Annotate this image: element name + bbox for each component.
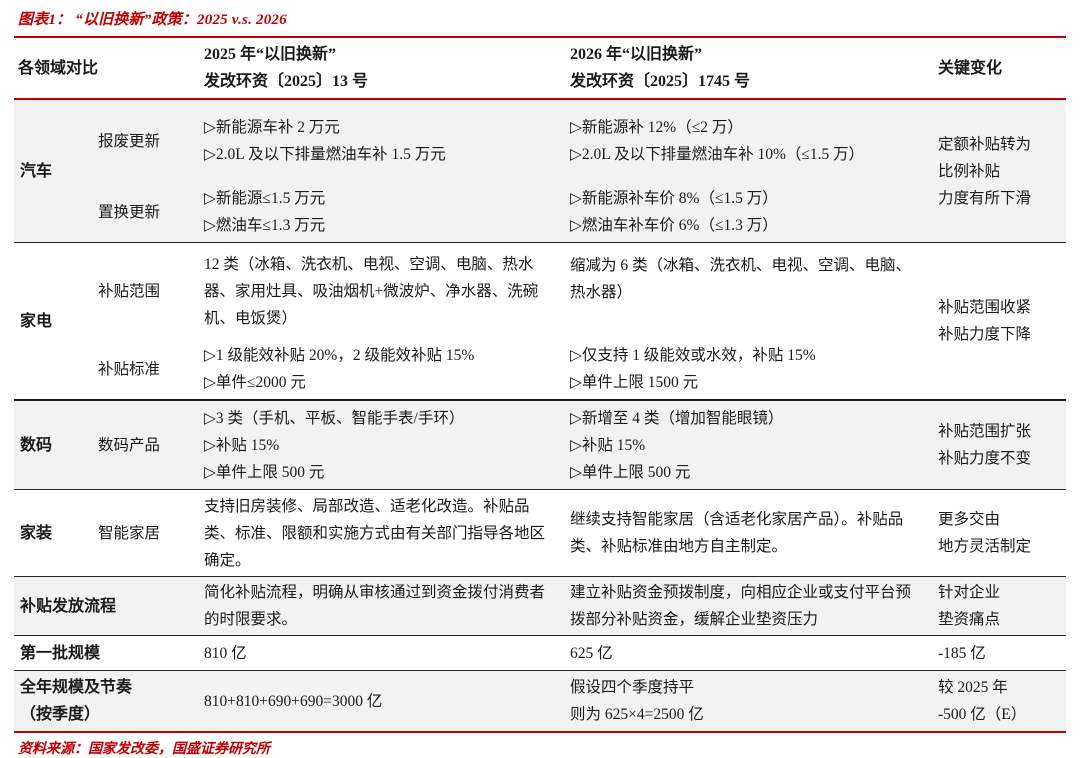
- policy-line: ▷2.0L 及以下排量燃油车补 1.5 万元: [204, 146, 446, 163]
- annual-2025: 810+810+690+690=3000 亿: [200, 670, 567, 733]
- home-2025: 支持旧房装修、局部改造、适老化改造。补贴品类、标准、限额和实施方式由有关部门指导…: [200, 489, 567, 577]
- policy-comparison-table: 各领域对比 2025 年“以旧换新” 发改环资〔2025〕13 号 2026 年…: [14, 36, 1067, 733]
- key-change-line: 垫资痛点: [938, 611, 1001, 628]
- policy-line: ▷2.0L 及以下排量燃油车补 10%（≤1.5 万）: [570, 146, 865, 163]
- policy-line: ▷新能源车补 2 万元: [204, 119, 340, 136]
- label-first-batch: 第一批规模: [14, 635, 201, 671]
- row-appliance-scope: 家电 补贴范围 12 类（冰箱、洗衣机、电视、空调、电脑、热水器、家用灶具、吸油…: [14, 242, 1067, 400]
- row-subsidy-process: 补贴发放流程 简化补贴流程，明确从审核通过到资金拨付消费者的时限要求。 建立补贴…: [14, 576, 1067, 636]
- header-key-changes: 关键变化: [934, 36, 1067, 100]
- row-first-batch: 第一批规模 810 亿 625 亿 -185 亿: [14, 635, 1067, 671]
- home-2026: 继续支持智能家居（含适老化家居产品）。补贴品类、补贴标准由地方自主制定。: [566, 489, 935, 577]
- policy-line: ▷仅支持 1 级能效或水效，补贴 15%: [570, 347, 816, 364]
- policy-line: ▷单件上限 500 元: [204, 463, 325, 481]
- key-change-line: 定额补贴转为: [938, 135, 1032, 153]
- digital-2025: ▷3 类（手机、平板、智能手表/手环） ▷补贴 15% ▷单件上限 500 元: [200, 399, 567, 490]
- policy-line: ▷新能源补车价 8%（≤1.5 万）: [570, 190, 778, 207]
- auto-replace-2026: ▷新能源补车价 8%（≤1.5 万） ▷燃油车补车价 6%（≤1.3 万）: [566, 182, 935, 243]
- policy-line: ▷补贴 15%: [204, 436, 280, 454]
- policy-line: ▷燃油车补车价 6%（≤1.3 万）: [570, 217, 778, 234]
- auto-scrap-2025: ▷新能源车补 2 万元 ▷2.0L 及以下排量燃油车补 1.5 万元: [200, 99, 567, 182]
- header-2026: 2026 年“以旧换新” 发改环资〔2025〕1745 号: [566, 36, 935, 100]
- policy-line: 假设四个季度持平: [570, 679, 695, 696]
- process-2026: 建立补贴资金预拨制度，向相应企业或支付平台预拨部分补贴资金，缓解企业垫资压力: [566, 576, 935, 636]
- policy-line: ▷新能源≤1.5 万元: [204, 190, 326, 207]
- figure-title: 图表1： “以旧换新”政策：2025 v.s. 2026: [18, 12, 287, 28]
- policy-line: ▷燃油车≤1.3 万元: [204, 217, 326, 234]
- auto-scrap-2026: ▷新能源补 12%（≤2 万） ▷2.0L 及以下排量燃油车补 10%（≤1.5…: [566, 99, 935, 182]
- policy-line: ▷新能源补 12%（≤2 万）: [570, 119, 743, 136]
- digital-key-changes: 补贴范围扩张 补贴力度不变: [934, 399, 1067, 490]
- sublabel-replace-renewal: 置换更新: [96, 182, 201, 243]
- process-2025: 简化补贴流程，明确从审核通过到资金拨付消费者的时限要求。: [200, 576, 567, 636]
- key-change-line: 补贴力度不变: [938, 450, 1032, 467]
- label-subsidy-process: 补贴发放流程: [14, 576, 201, 636]
- sublabel-digital-products: 数码产品: [96, 399, 201, 490]
- category-appliance: 家电: [14, 242, 96, 400]
- key-change-line: 地方灵活制定: [938, 538, 1032, 555]
- key-change-line: 更多交由: [938, 511, 1001, 528]
- policy-line: ▷3 类（手机、平板、智能手表/手环）: [204, 409, 465, 427]
- header-2025: 2025 年“以旧换新” 发改环资〔2025〕13 号: [200, 36, 567, 100]
- category-home: 家装: [14, 489, 96, 577]
- appliance-standard-2026: ▷仅支持 1 级能效或水效，补贴 15% ▷单件上限 1500 元: [566, 339, 934, 400]
- key-change-line: -500 亿（E）: [938, 706, 1027, 723]
- policy-line: ▷新增至 4 类（增加智能眼镜）: [570, 409, 784, 427]
- key-change-line: 较 2025 年: [938, 679, 1008, 696]
- policy-line: ▷单件上限 1500 元: [570, 374, 699, 391]
- table-header-row: 各领域对比 2025 年“以旧换新” 发改环资〔2025〕13 号 2026 年…: [14, 36, 1067, 100]
- key-change-line: 补贴范围收紧: [938, 299, 1032, 316]
- header-compare: 各领域对比: [14, 36, 201, 100]
- sublabel-scrap-renewal: 报废更新: [96, 99, 201, 182]
- row-home-improvement: 家装 智能家居 支持旧房装修、局部改造、适老化改造。补贴品类、标准、限额和实施方…: [14, 489, 1067, 577]
- key-change-line: 比例补贴: [938, 162, 1001, 180]
- key-change-line: 补贴力度下降: [938, 326, 1032, 343]
- row-digital: 数码 数码产品 ▷3 类（手机、平板、智能手表/手环） ▷补贴 15% ▷单件上…: [14, 399, 1067, 490]
- appliance-scope-2026: 缩减为 6 类（冰箱、洗衣机、电视、空调、电脑、热水器）: [566, 242, 935, 339]
- home-key-changes: 更多交由 地方灵活制定: [934, 489, 1067, 577]
- row-appliance-standard: 补贴标准 ▷1 级能效补贴 20%，2 级能效补贴 15% ▷单件≤2000 元…: [14, 339, 1066, 400]
- label-line: 全年规模及节奏: [20, 679, 133, 696]
- batch-2025: 810 亿: [200, 635, 567, 671]
- digital-2026: ▷新增至 4 类（增加智能眼镜） ▷补贴 15% ▷单件上限 500 元: [566, 399, 935, 490]
- row-auto-scrap: 汽车 报废更新 ▷新能源车补 2 万元 ▷2.0L 及以下排量燃油车补 1.5 …: [14, 99, 1067, 243]
- annual-2026: 假设四个季度持平 则为 625×4=2500 亿: [566, 670, 935, 733]
- header-2025-title: 2025 年“以旧换新”: [204, 46, 337, 63]
- sublabel-subsidy-standard: 补贴标准: [98, 360, 161, 378]
- sublabel-smart-home: 智能家居: [96, 489, 201, 577]
- policy-line: ▷1 级能效补贴 20%，2 级能效补贴 15%: [204, 347, 475, 364]
- row-annual-scale: 全年规模及节奏 （按季度） 810+810+690+690=3000 亿 假设四…: [14, 670, 1067, 733]
- auto-key-changes: 定额补贴转为 比例补贴 力度有所下滑: [934, 99, 1067, 243]
- label-annual-scale: 全年规模及节奏 （按季度）: [14, 670, 201, 733]
- appliance-standard-2025: ▷1 级能效补贴 20%，2 级能效补贴 15% ▷单件≤2000 元: [200, 339, 566, 400]
- appliance-scope-2025: 12 类（冰箱、洗衣机、电视、空调、电脑、热水器、家用灶具、吸油烟机+微波炉、净…: [200, 242, 567, 339]
- batch-2026: 625 亿: [566, 635, 935, 671]
- policy-line: ▷单件上限 500 元: [570, 463, 691, 481]
- policy-line: 则为 625×4=2500 亿: [570, 706, 704, 723]
- header-2026-title: 2026 年“以旧换新”: [570, 46, 703, 63]
- process-key-changes: 针对企业 垫资痛点: [934, 576, 1067, 636]
- key-change-line: 补贴范围扩张: [938, 423, 1032, 440]
- header-2026-doc: 发改环资〔2025〕1745 号: [570, 73, 751, 90]
- annual-key-changes: 较 2025 年 -500 亿（E）: [934, 670, 1067, 733]
- appliance-key-changes: 补贴范围收紧 补贴力度下降: [934, 242, 1067, 400]
- label-line: （按季度）: [20, 706, 101, 723]
- batch-key-changes: -185 亿: [934, 635, 1067, 671]
- header-2025-doc: 发改环资〔2025〕13 号: [204, 73, 369, 90]
- key-change-line: 针对企业: [938, 584, 1001, 601]
- data-source-note: 资料来源：国家发改委，国盛证券研究所: [18, 742, 270, 757]
- sublabel-subsidy-scope: 补贴范围: [96, 242, 201, 339]
- policy-line: ▷补贴 15%: [570, 436, 646, 454]
- auto-replace-2025: ▷新能源≤1.5 万元 ▷燃油车≤1.3 万元: [200, 182, 567, 243]
- row-auto-replace: 置换更新 ▷新能源≤1.5 万元 ▷燃油车≤1.3 万元 ▷新能源补车价 8%（…: [14, 182, 1066, 243]
- policy-line: ▷单件≤2000 元: [204, 374, 306, 391]
- key-change-line: 力度有所下滑: [938, 189, 1032, 207]
- category-digital: 数码: [14, 399, 96, 490]
- category-auto: 汽车: [14, 99, 96, 243]
